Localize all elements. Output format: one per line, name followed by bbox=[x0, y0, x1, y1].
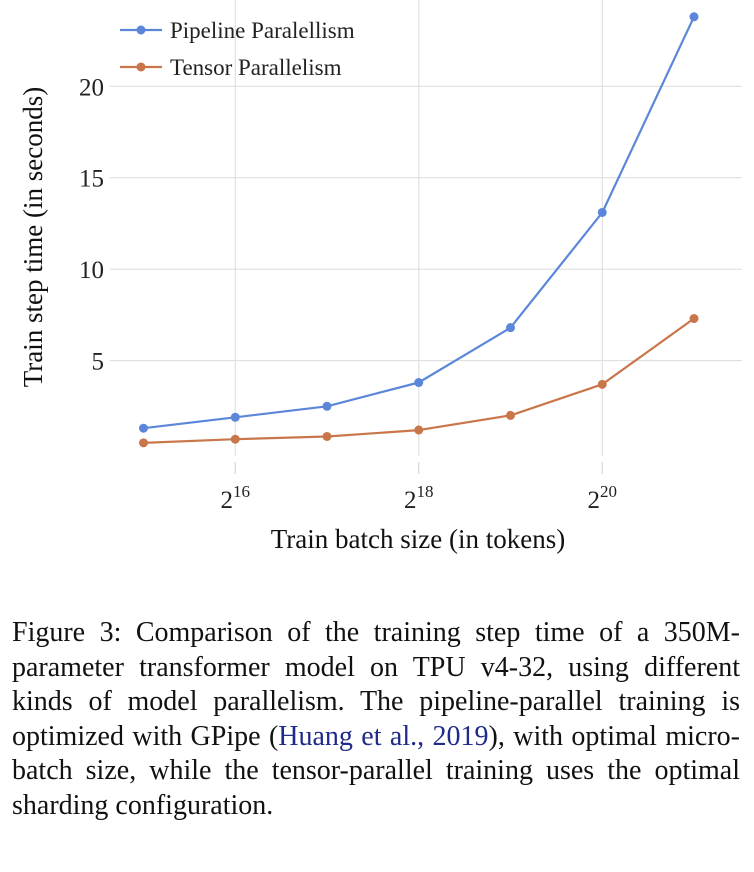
data-point-1 bbox=[414, 425, 424, 435]
y-tick-label: 20 bbox=[79, 74, 104, 101]
x-tick-label: 216 bbox=[221, 482, 251, 514]
legend-label-0: Pipeline Paralellism bbox=[170, 18, 355, 43]
data-point-1 bbox=[597, 379, 607, 389]
data-point-0 bbox=[597, 207, 607, 217]
data-point-1 bbox=[139, 438, 148, 448]
y-axis-label: Train step time (in seconds) bbox=[18, 87, 48, 387]
data-point-0 bbox=[506, 323, 515, 333]
x-tick-label: 218 bbox=[404, 482, 434, 514]
data-point-1 bbox=[230, 434, 240, 444]
y-tick-label: 10 bbox=[79, 257, 104, 284]
data-point-1 bbox=[506, 410, 515, 420]
data-point-0 bbox=[414, 378, 424, 388]
chart-figure: 5 10 15 20 216 218 220 Pipeline Paralellism Tens… bbox=[18, 0, 742, 554]
caption-text-1: Comparison of the training step time of … bbox=[12, 617, 740, 752]
caption-label: Figure 3: bbox=[12, 617, 122, 648]
legend-marker-1 bbox=[136, 62, 146, 72]
y-tick-label: 15 bbox=[79, 166, 104, 193]
data-point-1 bbox=[322, 431, 332, 441]
x-axis-label: Train batch size (in tokens) bbox=[271, 524, 565, 554]
figure-caption: Figure 3: Comparison of the training ste… bbox=[12, 616, 740, 823]
line-chart: 5 10 15 20 216 218 220 Pipeline Paralellism Tens… bbox=[18, 0, 742, 554]
y-tick-label: 5 bbox=[92, 349, 105, 376]
caption-text-2: ), with optimal micro-batch size, while … bbox=[12, 720, 740, 821]
data-point-1 bbox=[689, 314, 699, 324]
caption-citation-link[interactable]: Huang et al., 2019 bbox=[278, 720, 489, 752]
data-point-0 bbox=[139, 423, 148, 433]
data-point-0 bbox=[322, 401, 332, 411]
legend-label-1: Tensor Parallelism bbox=[170, 55, 342, 80]
x-tick-label: 220 bbox=[588, 482, 618, 514]
data-point-0 bbox=[689, 12, 699, 22]
data-point-0 bbox=[230, 412, 240, 422]
legend-marker-0 bbox=[136, 25, 146, 35]
